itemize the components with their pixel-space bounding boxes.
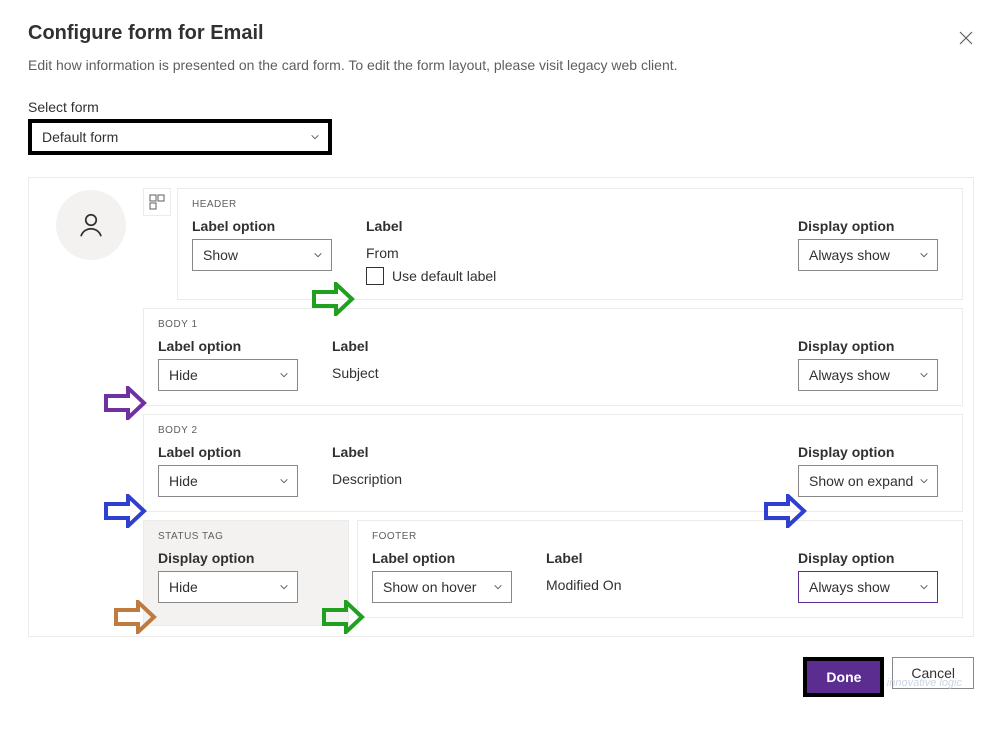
done-button[interactable]: Done — [807, 661, 880, 693]
select-form-label: Select form — [28, 99, 974, 115]
footer-display-dropdown[interactable]: Always show — [798, 571, 938, 603]
chevron-down-icon — [919, 582, 929, 592]
close-icon[interactable] — [958, 30, 974, 46]
chevron-down-icon — [919, 250, 929, 260]
select-form-dropdown[interactable]: Default form — [32, 123, 328, 151]
header-display-value: Always show — [809, 247, 890, 263]
displayoption-label: Display option — [798, 338, 948, 354]
select-form-highlight: Default form — [28, 119, 332, 155]
status-tag-section: STATUS TAG Display option Hide — [143, 520, 349, 626]
displayoption-label: Display option — [798, 550, 948, 566]
footer-display-value: Always show — [809, 579, 890, 595]
chevron-down-icon — [919, 370, 929, 380]
body1-display-value: Always show — [809, 367, 890, 383]
person-icon — [76, 210, 106, 240]
chevron-down-icon — [279, 370, 289, 380]
labeloption-label: Label option — [192, 218, 342, 234]
header-labeloption-value: Show — [203, 247, 238, 263]
footer-section: FOOTER Label option Show on hover Label — [357, 520, 963, 618]
watermark: innovative logic — [887, 677, 962, 689]
status-display-value: Hide — [169, 579, 198, 595]
label-label: Label — [546, 550, 774, 566]
label-label: Label — [366, 218, 774, 234]
page-subtitle: Edit how information is presented on the… — [28, 57, 974, 73]
use-default-label-text: Use default label — [392, 268, 496, 284]
header-label-value: From — [366, 239, 774, 261]
body2-labeloption-value: Hide — [169, 473, 198, 489]
body2-display-value: Show on expand — [809, 473, 913, 489]
use-default-label-checkbox[interactable] — [366, 267, 384, 285]
body2-display-dropdown[interactable]: Show on expand — [798, 465, 938, 497]
layout-button[interactable] — [143, 188, 171, 216]
body2-labeloption-dropdown[interactable]: Hide — [158, 465, 298, 497]
body2-section: BODY 2 Label option Hide Label Descripti… — [143, 414, 963, 512]
body1-labeloption-value: Hide — [169, 367, 198, 383]
footer-labeloption-value: Show on hover — [383, 579, 476, 595]
body1-title: BODY 1 — [158, 319, 948, 330]
header-labeloption-dropdown[interactable]: Show — [192, 239, 332, 271]
body1-label-value: Subject — [332, 359, 774, 381]
select-form-value: Default form — [42, 129, 118, 145]
page-title: Configure form for Email — [28, 22, 974, 45]
status-display-label: Display option — [158, 550, 334, 566]
body1-display-dropdown[interactable]: Always show — [798, 359, 938, 391]
header-section: HEADER Label option Show Label — [177, 188, 963, 300]
done-highlight: Done — [803, 657, 884, 697]
config-area: HEADER Label option Show Label — [28, 177, 974, 637]
body2-label-value: Description — [332, 465, 774, 487]
label-label: Label — [332, 444, 774, 460]
chevron-down-icon — [279, 582, 289, 592]
displayoption-label: Display option — [798, 444, 948, 460]
layout-icon — [149, 194, 165, 210]
labeloption-label: Label option — [372, 550, 522, 566]
header-display-dropdown[interactable]: Always show — [798, 239, 938, 271]
chevron-down-icon — [313, 250, 323, 260]
footer-title: FOOTER — [372, 531, 948, 542]
displayoption-label: Display option — [798, 218, 948, 234]
status-display-dropdown[interactable]: Hide — [158, 571, 298, 603]
footer-label-value: Modified On — [546, 571, 774, 593]
status-title: STATUS TAG — [158, 531, 334, 542]
labeloption-label: Label option — [158, 338, 308, 354]
chevron-down-icon — [279, 476, 289, 486]
body2-title: BODY 2 — [158, 425, 948, 436]
avatar-placeholder — [56, 190, 126, 260]
body1-labeloption-dropdown[interactable]: Hide — [158, 359, 298, 391]
header-title: HEADER — [192, 199, 948, 210]
chevron-down-icon — [493, 582, 503, 592]
body1-section: BODY 1 Label option Hide Label Subject — [143, 308, 963, 406]
footer-labeloption-dropdown[interactable]: Show on hover — [372, 571, 512, 603]
label-label: Label — [332, 338, 774, 354]
labeloption-label: Label option — [158, 444, 308, 460]
chevron-down-icon — [919, 476, 929, 486]
chevron-down-icon — [310, 132, 320, 142]
